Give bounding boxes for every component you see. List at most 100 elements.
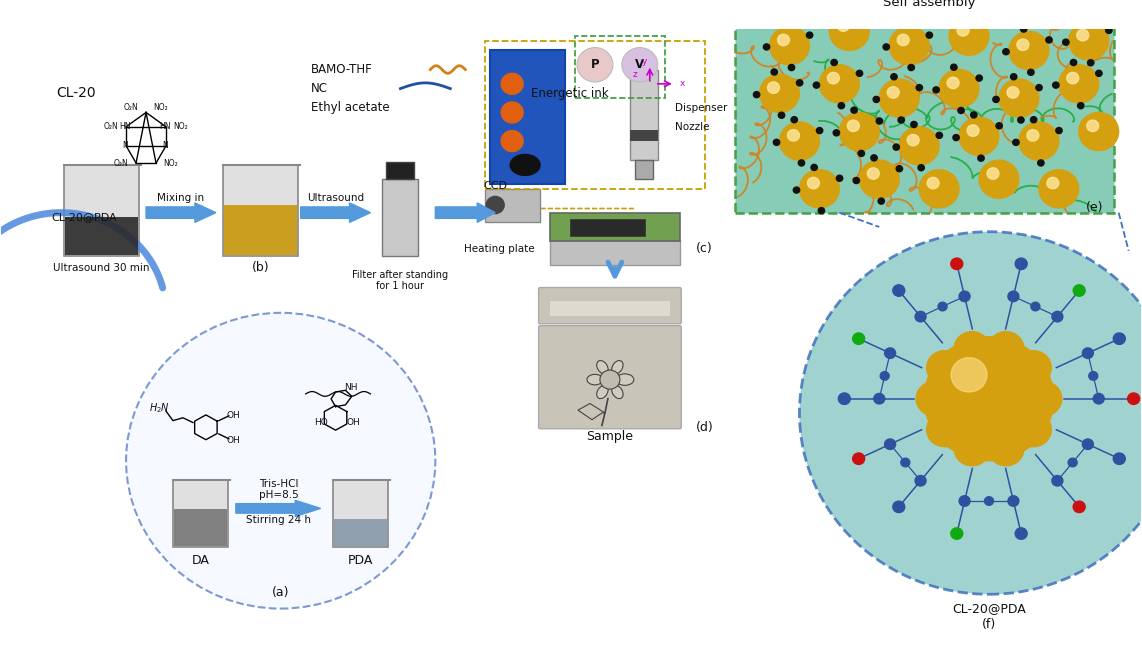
Circle shape [947,77,959,89]
Circle shape [987,168,999,179]
Text: NC: NC [311,82,328,95]
Circle shape [853,177,860,183]
Circle shape [896,166,902,172]
Circle shape [836,175,843,181]
Circle shape [501,130,523,152]
Circle shape [1036,85,1043,91]
Circle shape [763,44,770,50]
Circle shape [831,59,837,65]
Circle shape [1026,382,1062,416]
Circle shape [486,196,504,214]
Circle shape [887,87,899,98]
Circle shape [799,232,1142,594]
Circle shape [984,497,994,505]
Circle shape [811,165,818,171]
Circle shape [880,372,890,380]
Ellipse shape [587,374,603,385]
Circle shape [1008,291,1019,302]
Circle shape [820,65,859,103]
Text: x: x [679,79,685,88]
Circle shape [788,130,799,141]
FancyBboxPatch shape [539,288,682,324]
Circle shape [915,311,926,322]
FancyBboxPatch shape [64,165,138,255]
Circle shape [1015,413,1052,447]
Circle shape [1113,333,1125,344]
Text: Heating plate: Heating plate [465,244,536,254]
Circle shape [959,496,970,506]
Circle shape [916,382,952,416]
Text: Ultrasound: Ultrasound [307,194,364,204]
Text: OH: OH [227,436,241,445]
Circle shape [813,82,820,88]
Circle shape [771,69,778,75]
Text: OH: OH [227,411,241,421]
Circle shape [1008,496,1019,506]
Circle shape [927,177,939,189]
Circle shape [996,123,1003,129]
Text: (d): (d) [695,421,714,434]
Circle shape [1070,59,1077,65]
Circle shape [1003,48,1010,55]
Circle shape [992,96,999,102]
Circle shape [818,208,825,214]
Circle shape [1077,30,1088,41]
Circle shape [893,501,904,513]
Text: Self assembly: Self assembly [883,0,975,9]
Circle shape [1038,160,1044,166]
Text: (e): (e) [1086,202,1103,214]
Text: O₂N: O₂N [114,159,128,167]
Circle shape [838,393,851,405]
FancyBboxPatch shape [550,241,679,265]
FancyBboxPatch shape [550,301,669,316]
Circle shape [901,458,910,467]
Text: HO: HO [314,418,328,427]
Circle shape [754,91,759,97]
Circle shape [959,117,999,155]
Circle shape [781,22,788,28]
Circle shape [1083,439,1093,450]
Circle shape [807,177,820,189]
Circle shape [778,34,789,46]
Circle shape [1083,348,1093,358]
Circle shape [939,69,979,108]
Circle shape [899,127,939,165]
Circle shape [126,313,435,609]
Text: Sample: Sample [586,430,634,444]
Circle shape [827,73,839,84]
Text: Ultrasound 30 min: Ultrasound 30 min [53,263,150,273]
Text: Stirring 24 h: Stirring 24 h [247,515,312,525]
Text: (c): (c) [697,243,713,255]
Circle shape [936,132,942,138]
Circle shape [1068,458,1077,467]
Text: N: N [162,141,168,151]
Circle shape [988,431,1024,466]
Circle shape [999,79,1039,117]
Circle shape [933,87,940,93]
FancyBboxPatch shape [539,326,682,429]
Circle shape [1028,69,1035,75]
Circle shape [907,134,919,146]
Circle shape [1019,122,1059,160]
Circle shape [958,108,964,114]
Circle shape [806,32,813,38]
Ellipse shape [597,361,609,374]
Circle shape [979,160,1019,198]
Circle shape [898,117,904,123]
Circle shape [951,528,963,540]
Circle shape [1015,528,1027,540]
Circle shape [1079,112,1119,151]
Circle shape [796,80,803,86]
Circle shape [874,393,885,404]
Circle shape [867,168,879,179]
Circle shape [794,187,799,193]
Circle shape [1056,128,1062,134]
FancyArrow shape [235,500,321,517]
Circle shape [817,128,822,134]
Polygon shape [578,403,605,420]
Circle shape [1015,351,1052,385]
Circle shape [878,198,884,204]
Ellipse shape [597,385,609,398]
Circle shape [971,112,978,118]
FancyBboxPatch shape [174,480,228,546]
